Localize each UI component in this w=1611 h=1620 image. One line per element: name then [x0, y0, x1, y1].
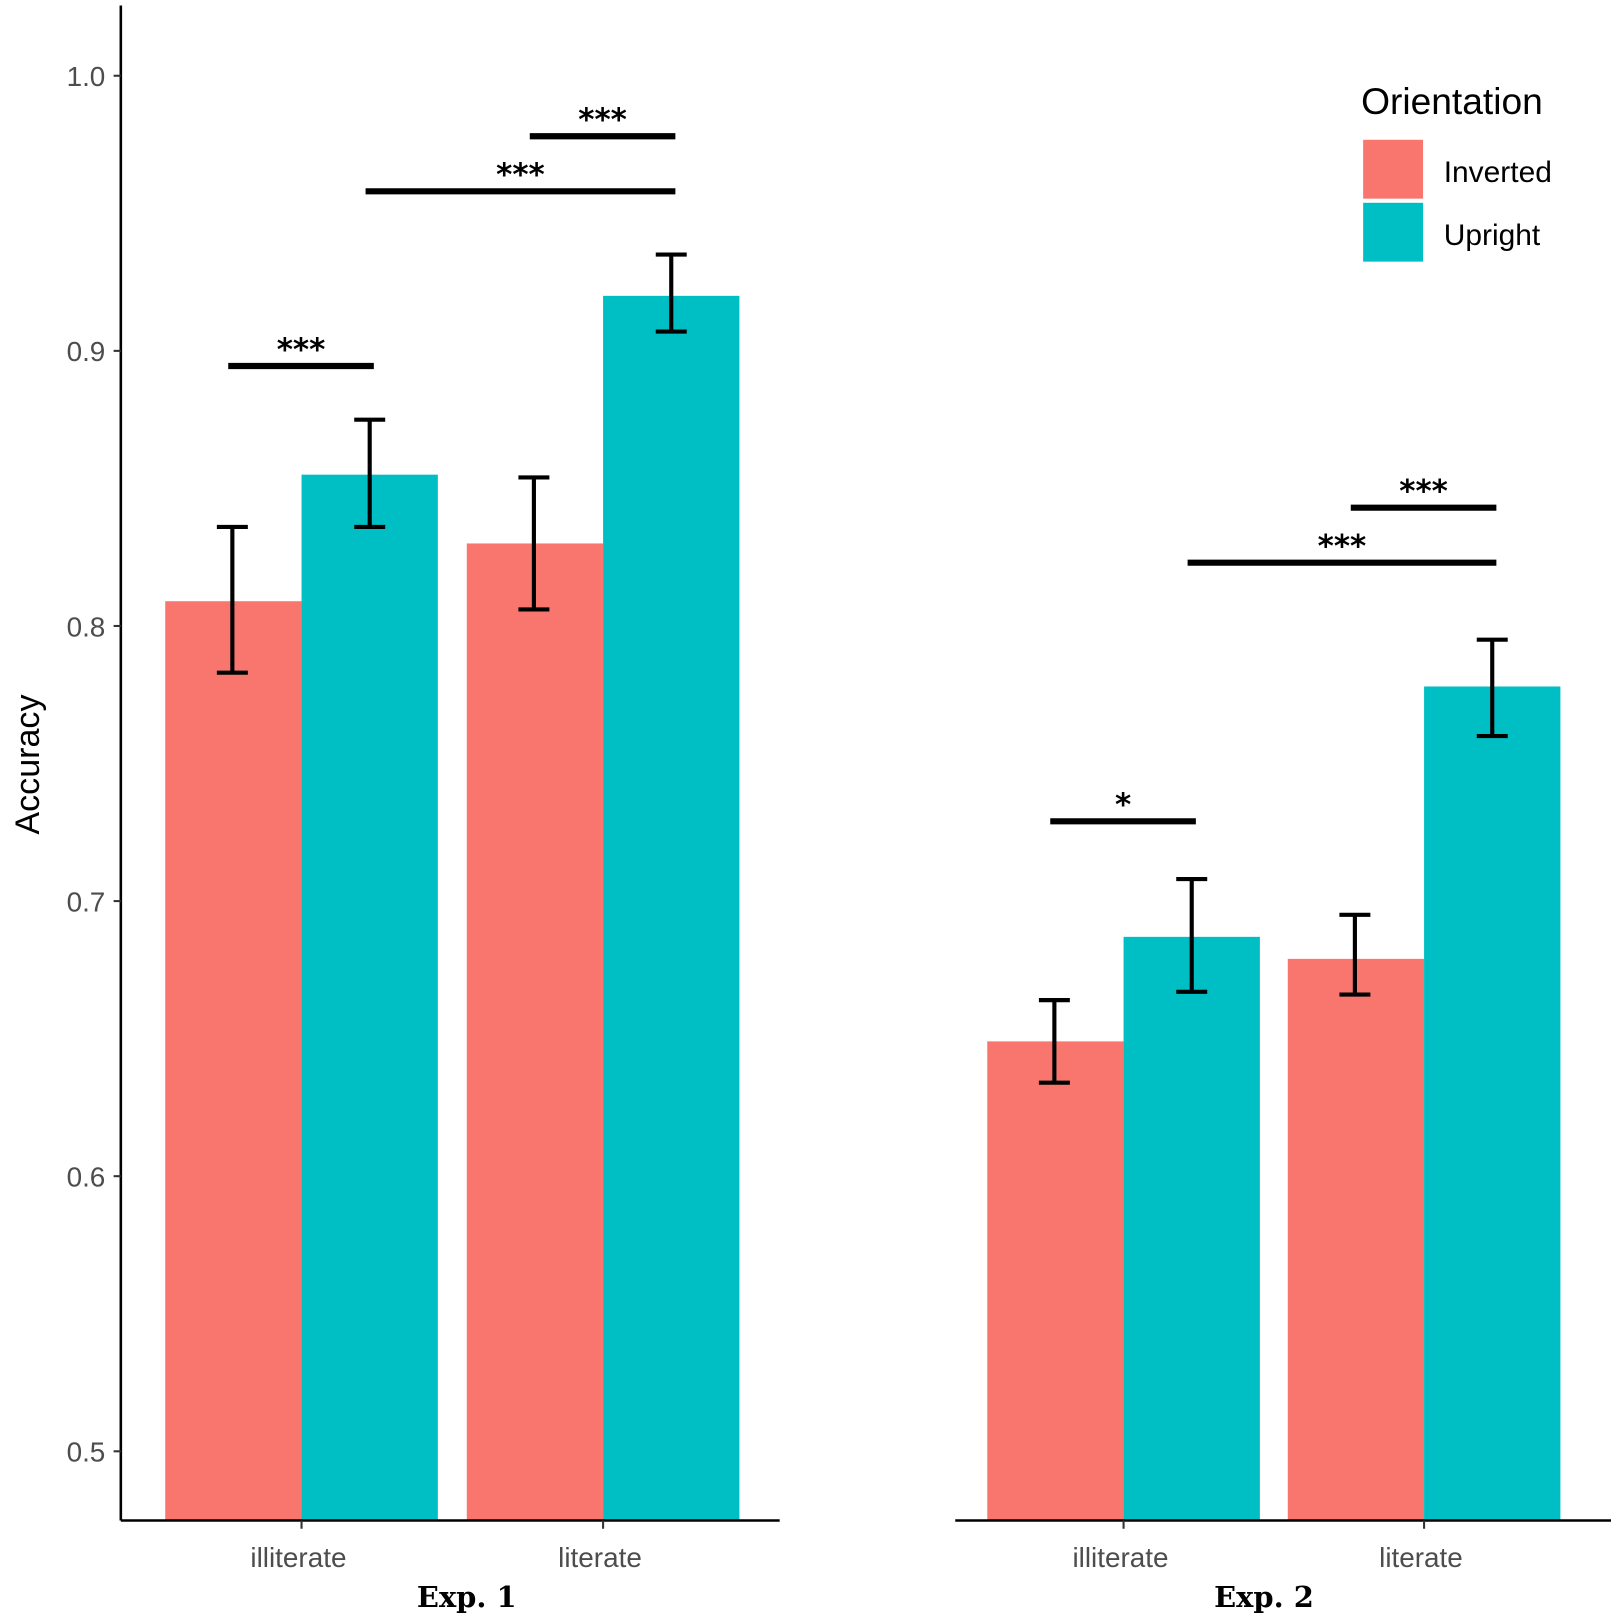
bar-upright-literate [603, 295, 740, 1521]
y-tick-label: 0.7 [67, 886, 106, 917]
y-tick-label: 0.9 [67, 336, 106, 367]
y-tick-label: 0.6 [67, 1162, 106, 1193]
legend-title: Orientation [1361, 80, 1543, 122]
significance-label: * [1115, 787, 1131, 823]
bar-inverted-illiterate [987, 1041, 1124, 1521]
legend-swatch-inverted [1363, 139, 1424, 199]
bar-inverted-literate [466, 543, 604, 1521]
bar-upright-illiterate [301, 474, 438, 1521]
x-tick-label: literate [1379, 1542, 1463, 1573]
y-tick-label: 0.8 [67, 611, 106, 642]
x-tick-label: illiterate [250, 1542, 346, 1573]
x-tick-label: literate [558, 1542, 642, 1573]
bar-inverted-illiterate [165, 601, 302, 1521]
bar-upright-literate [1424, 686, 1561, 1521]
significance-label: *** [1318, 529, 1367, 565]
significance-label: *** [277, 332, 326, 368]
bar-upright-illiterate [1123, 936, 1260, 1521]
significance-label: *** [1399, 473, 1448, 509]
panel-title: Exp. 1 [417, 1580, 517, 1614]
x-tick-label: illiterate [1072, 1542, 1168, 1573]
legend-label-inverted: Inverted [1444, 156, 1552, 189]
y-axis-title: Accuracy [9, 695, 47, 835]
y-tick-label: 0.5 [67, 1437, 106, 1468]
legend-label-upright: Upright [1444, 219, 1541, 252]
significance-label: *** [496, 157, 545, 193]
significance-label: *** [578, 102, 627, 138]
legend-swatch-upright [1363, 202, 1424, 262]
y-tick-label: 1.0 [67, 61, 106, 92]
bar-inverted-literate [1287, 958, 1425, 1521]
panel-title: Exp. 2 [1214, 1580, 1314, 1614]
